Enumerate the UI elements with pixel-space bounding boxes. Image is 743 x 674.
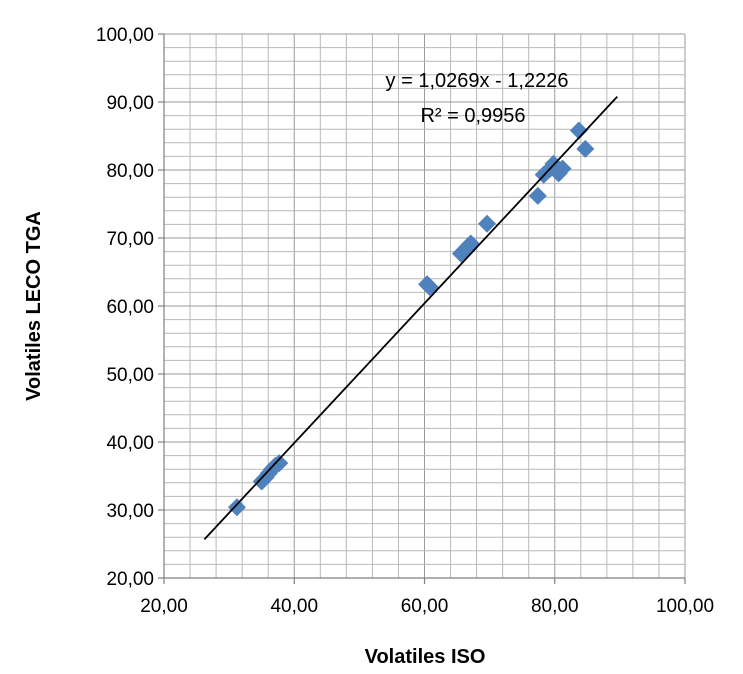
y-axis-title: Volatiles LECO TGA	[23, 211, 45, 401]
data-point	[569, 121, 588, 140]
x-tick-label: 100,00	[656, 596, 714, 617]
y-axis-ticks: 20,00 30,00 40,00 50,00 60,00 70,00 80,00 90,00…	[96, 25, 164, 590]
y-tick-label: 100,00	[96, 25, 154, 46]
y-tick-label: 50,00	[106, 365, 154, 386]
data-point	[553, 159, 572, 178]
data-point	[420, 277, 439, 296]
x-axis-title: Volatiles ISO	[365, 646, 486, 668]
data-point	[528, 186, 547, 205]
trendline-group	[203, 96, 618, 540]
data-point	[227, 498, 246, 517]
data-point	[576, 139, 595, 158]
x-tick-label: 40,00	[270, 596, 318, 617]
x-tick-label: 60,00	[401, 596, 449, 617]
x-tick-label: 80,00	[531, 596, 579, 617]
data-point	[478, 214, 497, 233]
trendline	[203, 96, 618, 540]
y-tick-label: 80,00	[106, 161, 154, 182]
y-tick-label: 20,00	[106, 569, 154, 590]
x-axis-ticks: 20,00 40,00 60,00 80,00 100,00	[140, 578, 714, 617]
data-point	[270, 454, 289, 473]
r-squared-label: R² = 0,9956	[420, 105, 525, 127]
y-tick-label: 70,00	[106, 229, 154, 250]
y-tick-label: 60,00	[106, 297, 154, 318]
trendline-equation: y = 1,0269x - 1,2226	[386, 70, 569, 92]
y-tick-label: 40,00	[106, 433, 154, 454]
y-tick-label: 30,00	[106, 501, 154, 522]
y-tick-label: 90,00	[106, 93, 154, 114]
x-tick-label: 20,00	[140, 596, 188, 617]
plot-grid	[164, 33, 686, 578]
